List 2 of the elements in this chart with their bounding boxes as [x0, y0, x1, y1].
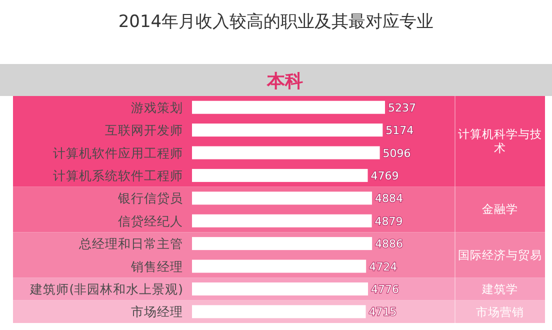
title: 2014年月收入较高的职业及其最对应专业: [118, 12, 434, 32]
subtitle: 本科: [267, 71, 303, 92]
